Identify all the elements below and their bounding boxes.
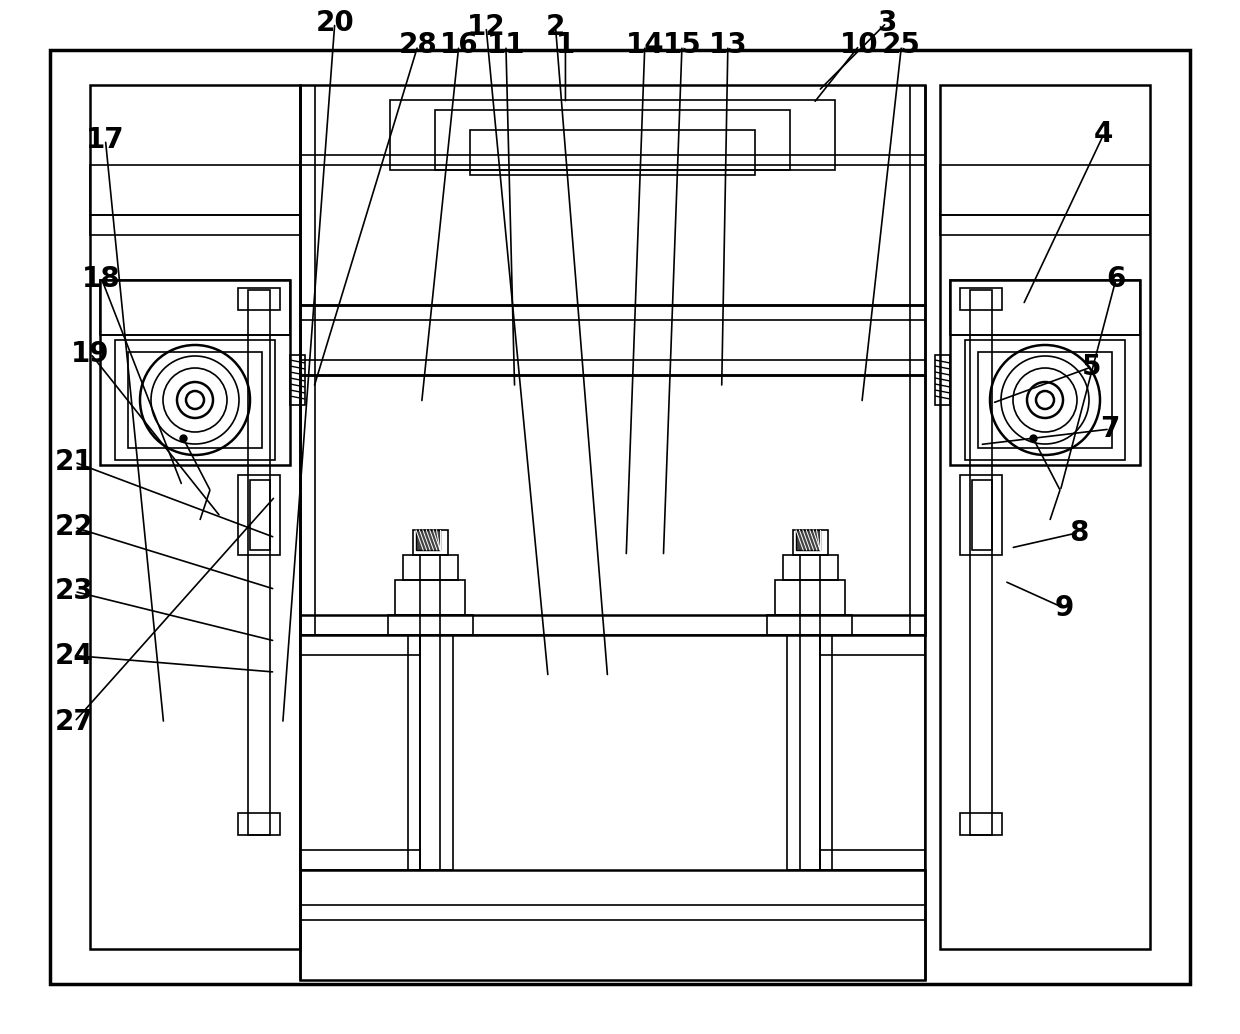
Bar <box>396 580 465 615</box>
Bar <box>768 615 852 635</box>
Text: 12: 12 <box>466 12 506 41</box>
Bar <box>300 870 925 980</box>
Text: 27: 27 <box>55 707 94 736</box>
Bar <box>91 165 300 215</box>
Text: 16: 16 <box>439 31 479 60</box>
Bar <box>800 555 820 870</box>
Text: 4: 4 <box>1094 120 1114 149</box>
Bar <box>775 580 844 615</box>
Text: 5: 5 <box>1081 353 1101 382</box>
Bar <box>940 215 1149 235</box>
Text: 8: 8 <box>1069 518 1089 547</box>
Bar <box>238 288 280 310</box>
Bar <box>794 530 828 555</box>
Text: 19: 19 <box>71 339 110 368</box>
Bar <box>250 480 270 550</box>
Bar <box>408 635 453 870</box>
Bar <box>415 530 440 550</box>
Bar <box>300 635 420 870</box>
Bar <box>940 165 1149 215</box>
Bar <box>91 215 300 235</box>
Text: 18: 18 <box>82 265 122 294</box>
Bar <box>950 280 1140 465</box>
Text: 20: 20 <box>315 8 355 37</box>
Bar <box>300 850 420 870</box>
Bar <box>300 635 420 655</box>
Text: 1: 1 <box>556 31 575 60</box>
Bar <box>115 340 275 460</box>
Bar <box>128 352 262 448</box>
Text: 2: 2 <box>546 12 565 41</box>
Bar <box>300 85 925 305</box>
Bar <box>420 555 440 870</box>
Text: 21: 21 <box>55 448 94 477</box>
Bar <box>238 475 280 555</box>
Bar <box>940 85 1149 949</box>
Bar <box>965 340 1125 460</box>
Bar <box>960 813 1002 835</box>
Bar <box>388 615 472 635</box>
Text: 22: 22 <box>55 513 94 542</box>
Bar <box>972 480 992 550</box>
Bar <box>470 130 755 175</box>
Text: 13: 13 <box>708 31 748 60</box>
Bar <box>960 288 1002 310</box>
Bar <box>970 290 992 835</box>
Bar <box>935 355 950 405</box>
Text: 11: 11 <box>486 31 526 60</box>
Bar <box>100 280 290 335</box>
Text: 23: 23 <box>55 577 94 606</box>
Bar <box>950 280 1140 335</box>
Bar <box>782 555 838 580</box>
Text: 7: 7 <box>1100 415 1120 444</box>
Bar <box>787 635 832 870</box>
Text: 3: 3 <box>877 8 897 37</box>
Text: 15: 15 <box>662 31 702 60</box>
Bar <box>300 305 925 375</box>
Bar <box>820 850 925 870</box>
Text: 9: 9 <box>1054 594 1074 622</box>
Text: 6: 6 <box>1106 265 1126 294</box>
Text: 28: 28 <box>398 31 438 60</box>
Bar <box>290 355 305 405</box>
Bar <box>100 280 290 465</box>
Text: 25: 25 <box>882 31 921 60</box>
Bar <box>435 110 790 170</box>
Bar <box>960 475 1002 555</box>
Text: 17: 17 <box>86 125 125 154</box>
Bar <box>820 635 925 655</box>
Bar <box>820 635 925 870</box>
Text: 24: 24 <box>55 641 94 670</box>
Bar <box>238 813 280 835</box>
Bar <box>91 85 300 949</box>
Bar <box>796 530 820 550</box>
Text: 10: 10 <box>839 31 879 60</box>
Bar <box>248 290 270 835</box>
Bar <box>391 100 835 170</box>
Bar <box>300 375 925 635</box>
Text: 14: 14 <box>625 31 665 60</box>
Bar <box>403 555 458 580</box>
Bar <box>413 530 448 555</box>
Bar <box>978 352 1112 448</box>
